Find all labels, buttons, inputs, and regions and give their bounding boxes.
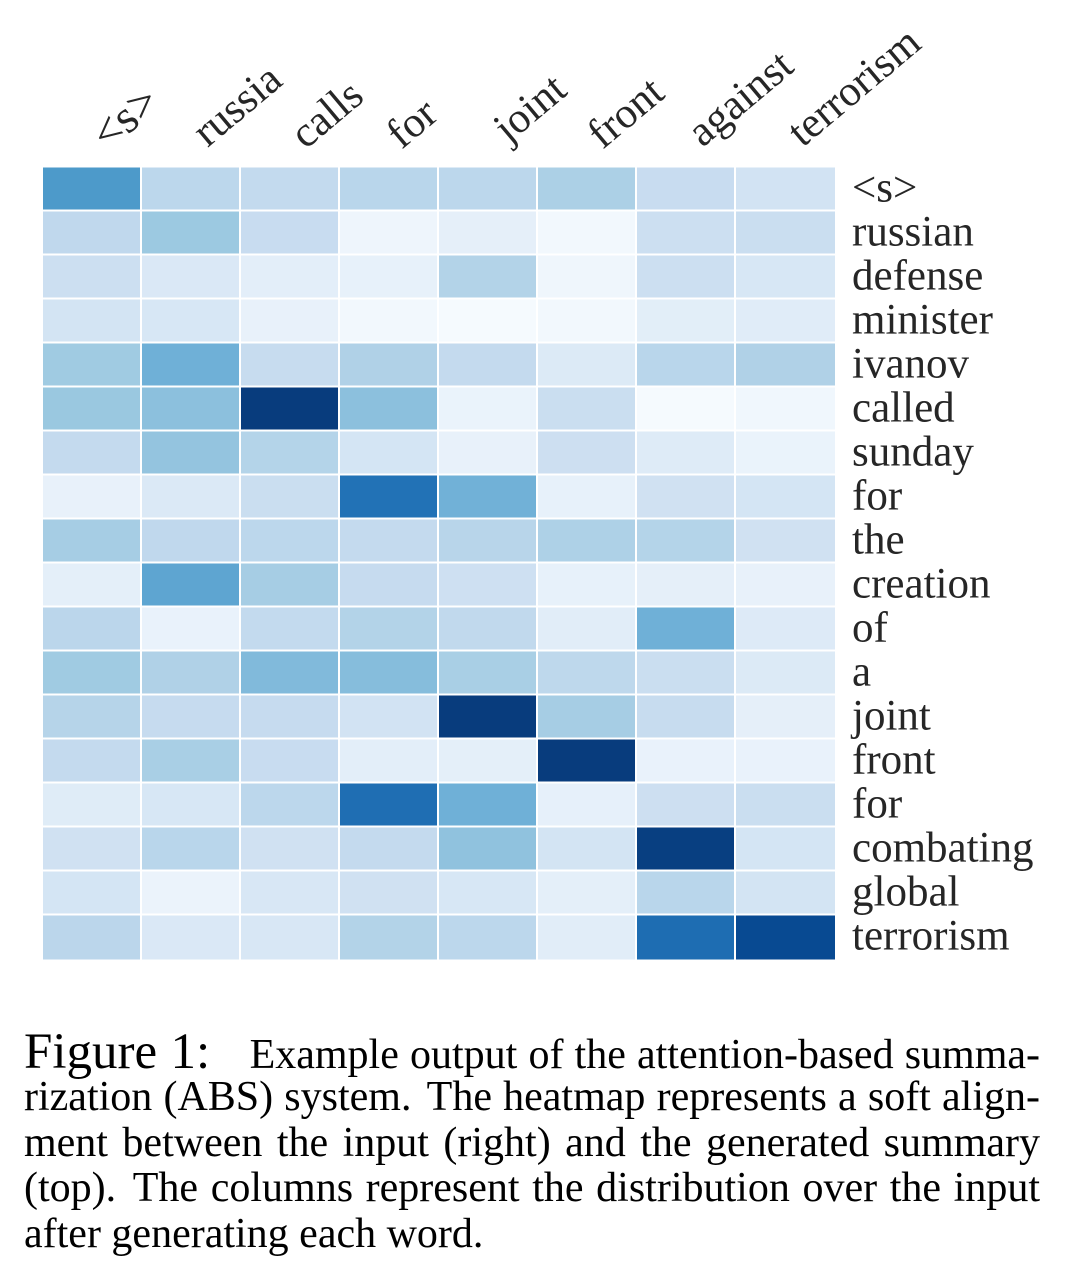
svg-text:russia: russia (184, 55, 291, 155)
svg-text:called: called (852, 385, 955, 432)
svg-text:terrorism: terrorism (779, 18, 930, 155)
svg-text:creation: creation (852, 561, 990, 608)
svg-text:russian: russian (852, 209, 974, 256)
svg-text:combating: combating (852, 825, 1034, 872)
svg-text:front: front (579, 68, 673, 158)
svg-text:for: for (852, 781, 902, 828)
svg-text:<s>: <s> (81, 75, 169, 161)
svg-text:calls: calls (282, 71, 373, 158)
svg-text:a: a (852, 649, 871, 696)
svg-text:<s>: <s> (852, 165, 917, 212)
svg-text:terrorism: terrorism (852, 913, 1010, 960)
svg-text:sunday: sunday (852, 429, 974, 476)
svg-text:global: global (852, 869, 960, 916)
svg-text:minister: minister (852, 297, 993, 344)
svg-text:defense: defense (852, 253, 983, 300)
svg-text:for: for (852, 473, 902, 520)
svg-text:ivanov: ivanov (852, 341, 970, 388)
svg-text:front: front (852, 737, 936, 784)
svg-text:for: for (378, 89, 447, 157)
svg-text:joint: joint (483, 65, 575, 153)
svg-text:joint: joint (850, 693, 931, 740)
svg-text:of: of (852, 605, 889, 652)
svg-text:the: the (852, 517, 905, 564)
svg-text:against: against (679, 41, 803, 155)
